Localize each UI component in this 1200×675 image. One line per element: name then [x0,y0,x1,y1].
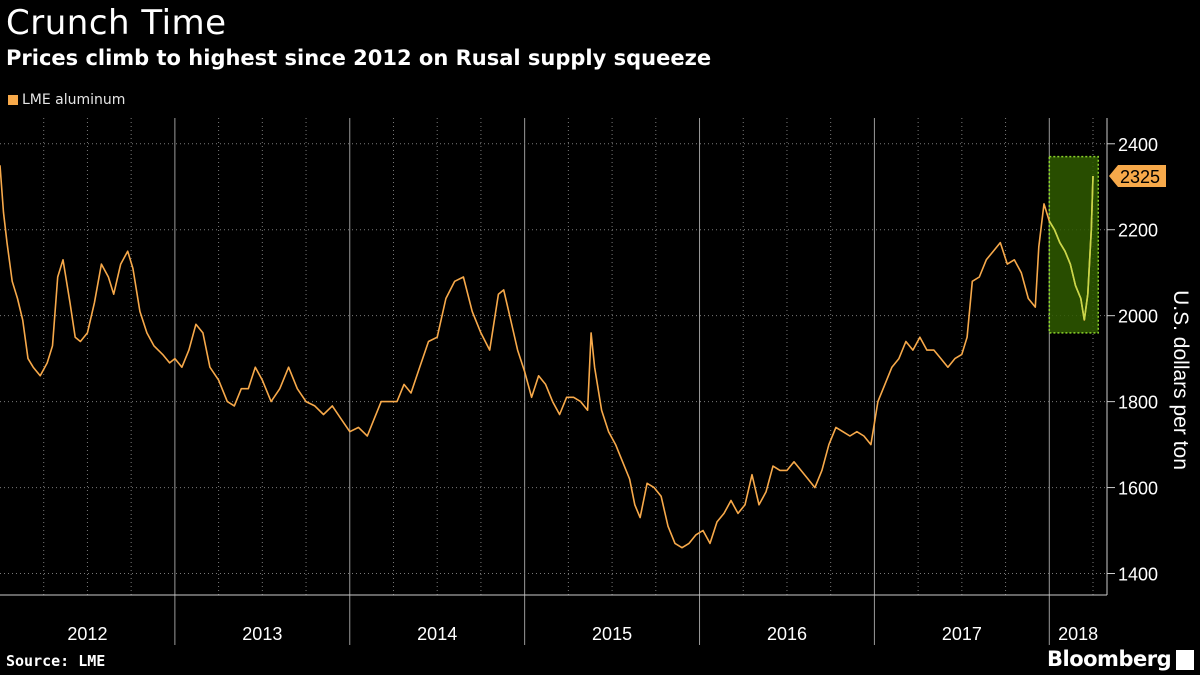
x-tick-label: 2012 [67,624,107,644]
last-value-label: 2325 [1120,167,1160,187]
legend: LME aluminum [8,92,125,108]
x-tick-label: 2018 [1058,624,1098,644]
bloomberg-logo-mark-icon [1176,650,1194,670]
legend-swatch [8,95,18,105]
source-note: Source: LME [6,652,106,670]
series-line-lme-aluminum [0,165,1094,549]
series-line-highlighted [1048,175,1094,321]
y-tick-label: 2200 [1118,221,1158,241]
x-tick-label: 2016 [767,624,807,644]
x-tick-label: 2014 [417,624,457,644]
y-tick-label: 1600 [1118,479,1158,499]
y-tick-label: 2400 [1118,135,1158,155]
legend-label: LME aluminum [22,92,126,108]
x-tick-label: 2013 [242,624,282,644]
y-axis-title: U.S. dollars per ton [1169,290,1192,470]
y-tick-label: 2000 [1118,307,1158,327]
chart-title: Crunch Time [6,3,227,43]
chart-subtitle: Prices climb to highest since 2012 on Ru… [6,46,712,70]
x-tick-label: 2015 [592,624,632,644]
y-tick-label: 1400 [1118,565,1158,585]
bloomberg-logo: Bloomberg [1047,647,1172,671]
last-value-flag [1109,165,1166,188]
y-tick-label: 1800 [1118,393,1158,413]
x-tick-label: 2017 [942,624,982,644]
